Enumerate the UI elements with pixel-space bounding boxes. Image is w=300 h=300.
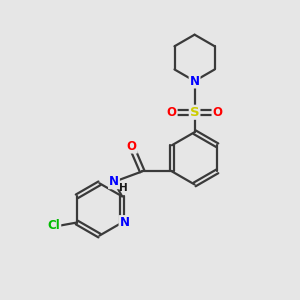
Text: O: O [212, 106, 223, 119]
Text: Cl: Cl [48, 219, 60, 232]
Text: O: O [167, 106, 177, 119]
Text: O: O [127, 140, 137, 153]
Text: H: H [119, 183, 128, 193]
Text: N: N [109, 175, 119, 188]
Text: S: S [190, 106, 200, 119]
Text: N: N [119, 216, 130, 229]
Text: N: N [190, 74, 200, 88]
